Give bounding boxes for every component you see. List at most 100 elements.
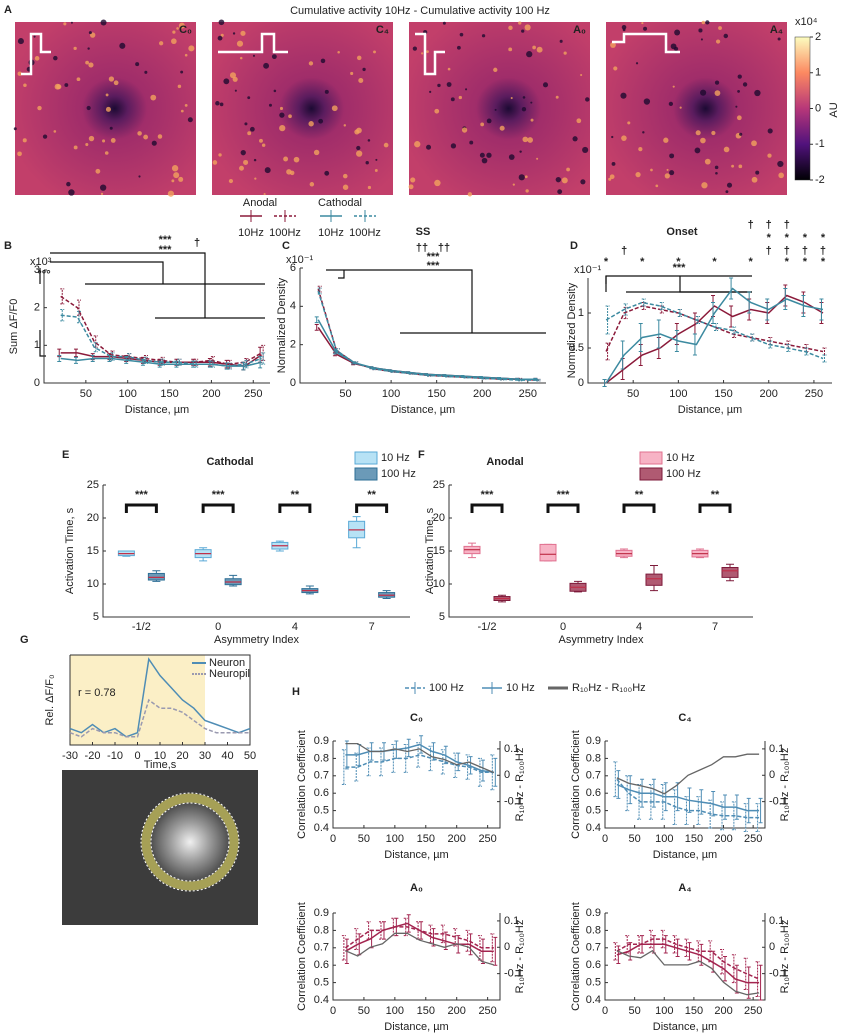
heatmap-speck (442, 21, 446, 25)
heatmap-speck (240, 30, 246, 36)
heatmap-speck (100, 192, 104, 196)
x-axis-label: Distance, µm (384, 1021, 448, 1033)
heatmap-speck (555, 176, 562, 183)
error-bar (656, 319, 661, 349)
heatmap-speck (723, 146, 730, 153)
heatmap-speck (450, 143, 457, 149)
heatmap-speck (87, 47, 90, 50)
annotation: *** (427, 260, 441, 272)
error-bar (660, 784, 665, 820)
error-bar (210, 360, 215, 368)
heatmap-speck (408, 184, 414, 190)
y-tick-label: 0.7 (314, 770, 329, 782)
x-axis-label: Distance, µm (678, 404, 742, 416)
error-bar (819, 298, 824, 321)
heatmap-speck (711, 130, 716, 136)
series-line (60, 295, 262, 365)
heatmap-speck (777, 37, 781, 41)
heatmap-speck (42, 134, 48, 139)
error-bar (335, 348, 340, 353)
heatmap-speck (34, 56, 40, 61)
heatmap-speck (113, 80, 119, 86)
heatmap-speck (23, 83, 27, 87)
error-bar (720, 801, 725, 831)
heatmap-speck (582, 146, 589, 153)
heatmap-speck (324, 89, 329, 94)
heatmap-speck (526, 51, 533, 58)
error-bar (157, 360, 162, 368)
significance-bracket (201, 503, 235, 513)
heatmap-speck (318, 118, 324, 124)
heatmap-speck (88, 62, 94, 68)
error-bar (625, 935, 630, 954)
annotation: *** (159, 244, 173, 256)
x-tick-label: 20 (176, 750, 188, 762)
error-bar (428, 745, 433, 772)
series-line (605, 294, 824, 384)
error-bar (747, 291, 752, 314)
significance-marker: * (821, 256, 826, 268)
y2-tick-label: -0.1 (504, 968, 523, 980)
chart-title: Anodal (486, 456, 523, 468)
heatmap-speck (271, 54, 277, 60)
heatmap-speck (519, 150, 522, 153)
x-tick-label: 50 (627, 388, 639, 400)
heatmap-speck (480, 122, 485, 127)
error-bar (758, 964, 763, 1001)
heatmap-speck (738, 164, 743, 169)
y2-tick-label: -0.1 (769, 968, 788, 980)
y2-axis-label: R₁₀Hz - R₁₀₀Hz (514, 920, 526, 994)
y-scale: x10⁻¹ (574, 264, 602, 276)
significance-marker: * (785, 256, 790, 268)
significance-marker: † (784, 245, 790, 257)
y-tick-label: 5 (93, 611, 99, 623)
x-tick-label: 10 (154, 750, 166, 762)
heatmap-speck (367, 185, 372, 190)
image-label: C₄ (376, 24, 389, 36)
heatmap-speck (212, 160, 218, 165)
error-bar (261, 352, 266, 365)
y2-axis-label: R₁₀Hz - R₁₀₀Hz (779, 920, 791, 994)
heatmap-speck (525, 189, 529, 193)
heatmap-speck (365, 161, 369, 165)
y-tick-label: 0.4 (314, 822, 329, 834)
heatmap-speck (437, 83, 441, 88)
error-bar (60, 288, 65, 305)
y-axis-label: Correlation Coefficient (296, 730, 308, 839)
heatmap-speck (13, 127, 17, 131)
heatmap-speck (85, 142, 89, 147)
heatmap-speck (37, 105, 42, 111)
error-bar (480, 759, 485, 782)
error-bar (60, 309, 65, 322)
error-bar (480, 938, 485, 964)
error-bar (390, 370, 395, 373)
x-tick-label: 200 (473, 388, 491, 400)
heatmap-speck (669, 170, 675, 176)
x-tick-label: 250 (478, 1005, 496, 1017)
error-bar (677, 309, 682, 317)
error-bar (465, 929, 470, 952)
significance-bracket (124, 503, 158, 513)
significance-marker: † (820, 245, 826, 257)
significance-bracket (278, 503, 312, 513)
heatmap-image (13, 19, 196, 197)
error-bar (628, 775, 633, 805)
y-tick-label: 10 (87, 578, 99, 590)
error-bar (124, 356, 129, 364)
error-bar (403, 743, 408, 773)
heatmap-speck (493, 67, 498, 72)
x-tick-label: 150 (160, 388, 178, 400)
x-tick-label: 150 (714, 388, 732, 400)
significance-marker: * (676, 256, 681, 268)
significance-bracket (546, 503, 580, 513)
heatmap-speck (739, 132, 743, 136)
x-tick-label: -1/2 (478, 621, 497, 633)
heatmap-speck (622, 28, 626, 32)
y-tick-label: 0.6 (586, 959, 601, 971)
y2-axis-label: R₁₀Hz - R₁₀₀Hz (514, 748, 526, 822)
error-bar (468, 933, 473, 956)
x-tick-label: 50 (629, 1005, 641, 1017)
error-bar (73, 356, 78, 364)
heatmap-speck (108, 76, 115, 82)
error-bar (692, 333, 697, 356)
